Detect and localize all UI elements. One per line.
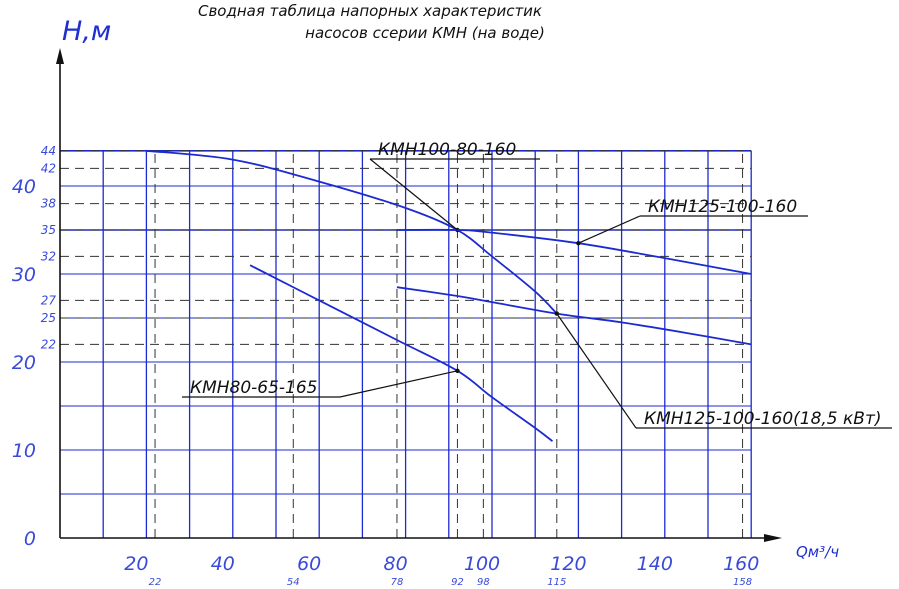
series-label: КМН80-65-165: [190, 378, 318, 398]
x-minor-tick-label: 115: [547, 577, 566, 588]
x-axis-label: Qм³/ч: [796, 543, 839, 561]
curve-labels: КМН100-80-160 КМН125-100-160 КМН80-65-165 К…: [182, 140, 892, 429]
y-minor-tick-label: 42: [41, 161, 56, 175]
tick-labels: 0 10 20 30 40 22 25 27 32 35 38 42 44 20 40 60 80 100 120 1…: [12, 144, 760, 588]
y-minor-tick-label: 44: [41, 144, 56, 158]
label-leader-line: [556, 313, 637, 429]
label-leader-line: [369, 158, 458, 231]
y-minor-tick-label: 22: [41, 337, 56, 351]
x-minor-tick-label: 158: [733, 577, 752, 588]
series-line-3: [249, 264, 554, 442]
x-axis-arrow: [764, 534, 782, 542]
x-tick-label: 80: [384, 553, 408, 575]
chart-subtitle: насосов ссерии КМН (на воде): [305, 24, 545, 42]
label-leader-line: [339, 370, 458, 398]
y-axis-arrow: [56, 48, 64, 64]
x-minor-tick-label: 54: [287, 577, 300, 588]
x-tick-label: 40: [211, 553, 235, 575]
y-minor-tick-label: 25: [41, 311, 56, 325]
y-axis-label: Н,м: [62, 16, 111, 47]
y-minor-tick-label: 27: [41, 293, 57, 307]
grid: [60, 150, 752, 538]
series-line-1: [146, 149, 558, 315]
chart-title: Сводная таблица напорных характеристик: [198, 2, 542, 20]
y-minor-tick-label: 32: [41, 249, 56, 263]
y-tick-label: 40: [12, 176, 36, 198]
y-tick-label: 30: [12, 264, 36, 286]
series-label: КМН125-100-160: [648, 197, 797, 217]
x-tick-label: 140: [637, 553, 673, 575]
x-minor-tick-label: 78: [391, 577, 404, 588]
axes: [56, 48, 782, 542]
y-minor-tick-label: 35: [41, 223, 56, 237]
x-tick-label: 100: [464, 553, 500, 575]
series-line-2: [396, 228, 752, 275]
y-tick-label: 10: [12, 440, 36, 462]
x-tick-label: 20: [124, 553, 148, 575]
x-tick-label: 160: [723, 553, 759, 575]
x-tick-label: 60: [297, 553, 321, 575]
x-tick-label: 120: [550, 553, 586, 575]
y-tick-label: 0: [24, 528, 36, 550]
x-minor-tick-label: 22: [149, 577, 162, 588]
x-minor-tick-label: 92: [451, 577, 464, 588]
series-label: КМН125-100-160(18,5 кВт): [644, 409, 882, 429]
series-label: КМН100-80-160: [378, 140, 516, 160]
series-line-4: [396, 286, 752, 346]
y-tick-label: 20: [12, 352, 36, 374]
x-minor-tick-label: 98: [477, 577, 490, 588]
y-minor-tick-label: 38: [41, 197, 57, 211]
label-leader-line: [578, 215, 641, 244]
